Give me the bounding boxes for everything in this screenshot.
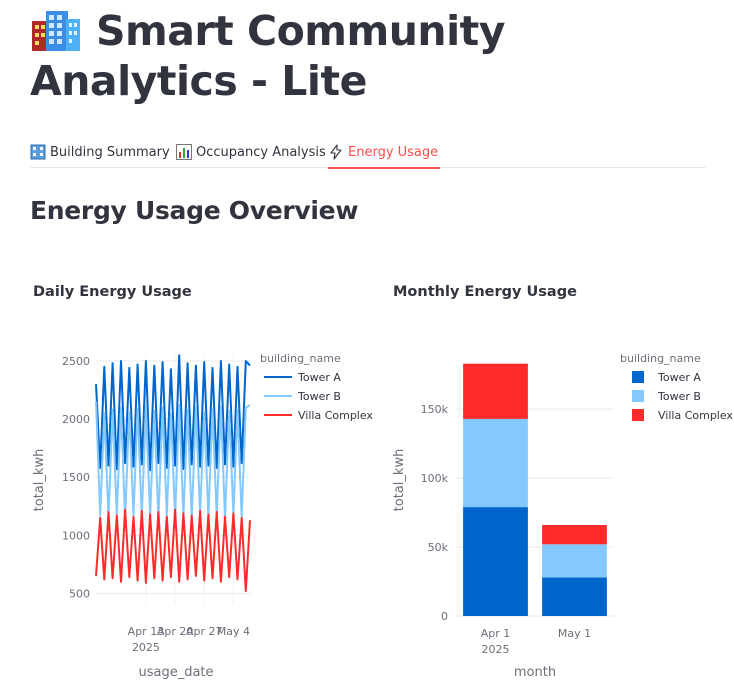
y-tick-label: 500: [69, 587, 90, 600]
bar-segment-tower-b[interactable]: [542, 544, 607, 578]
tab-bar: Building Summary Occupancy Analysis Ener…: [30, 134, 706, 169]
x-tick-label: Apr 27: [186, 625, 223, 638]
daily-energy-chart[interactable]: Daily Energy Usage 500 1000 1500 2000 2500 A…: [30, 272, 380, 682]
y-tick-label: 2500: [62, 355, 90, 368]
y-tick-label: 150k: [421, 403, 449, 416]
x-tick-label: May 1: [558, 627, 591, 640]
bar-chart-icon: [176, 144, 192, 160]
office-building-icon: [32, 11, 80, 51]
legend-swatch-villa-complex[interactable]: [632, 409, 644, 421]
bar-segment-tower-b[interactable]: [463, 418, 528, 508]
legend-label-tower-a[interactable]: Tower A: [657, 371, 701, 384]
tab-building-summary[interactable]: Building Summary: [30, 136, 170, 168]
y-tick-label: 2000: [62, 413, 90, 426]
bar-segment-tower-a[interactable]: [463, 507, 528, 616]
y-tick-label: 50k: [428, 541, 449, 554]
y-tick-label: 0: [441, 610, 448, 623]
y-tick-label: 1000: [62, 529, 90, 542]
tab-label: Energy Usage: [348, 144, 439, 160]
series-line-villa-complex[interactable]: [95, 508, 251, 593]
office-building-icon: [30, 144, 46, 160]
tab-occupancy-analysis[interactable]: Occupancy Analysis: [176, 136, 326, 168]
legend-swatch-tower-a[interactable]: [632, 371, 644, 383]
legend-swatch-tower-b[interactable]: [632, 390, 644, 402]
legend-title: building_name: [620, 352, 701, 365]
series-line-tower-a[interactable]: [95, 354, 251, 472]
page-title-text: Smart Community Analytics - Lite: [30, 7, 505, 105]
y-axis-label: total_kwh: [392, 449, 407, 512]
bar-segment-villa-complex[interactable]: [463, 363, 528, 419]
legend-label-villa-complex[interactable]: Villa Complex: [298, 409, 373, 422]
legend-title: building_name: [260, 352, 341, 365]
x-axis-label: month: [514, 665, 556, 680]
bar-segment-villa-complex[interactable]: [542, 525, 607, 545]
tab-energy-usage[interactable]: Energy Usage: [328, 136, 441, 169]
y-axis-label: total_kwh: [32, 449, 47, 512]
legend-label-tower-b[interactable]: Tower B: [657, 390, 701, 403]
legend-label-tower-b[interactable]: Tower B: [297, 390, 341, 403]
x-axis-label: usage_date: [138, 665, 213, 680]
legend-label-villa-complex[interactable]: Villa Complex: [658, 409, 733, 422]
x-tick-label: Apr 1 2025: [481, 627, 511, 656]
tab-label: Building Summary: [50, 144, 170, 160]
tab-label: Occupancy Analysis: [196, 144, 326, 160]
chart-title: Monthly Energy Usage: [393, 284, 577, 300]
bar-segment-tower-a[interactable]: [542, 577, 607, 616]
chart-title: Daily Energy Usage: [33, 284, 192, 300]
section-heading: Energy Usage Overview: [30, 196, 359, 225]
x-tick-label: Apr 20: [157, 625, 194, 638]
y-tick-label: 100k: [421, 472, 449, 485]
page-title: Smart Community Analytics - Lite: [30, 6, 720, 106]
lightning-icon: [330, 144, 342, 160]
y-tick-label: 1500: [62, 471, 90, 484]
legend-label-tower-a[interactable]: Tower A: [297, 371, 341, 384]
series-line-tower-b[interactable]: [95, 401, 251, 520]
x-tick-label: May 4: [217, 625, 250, 638]
x-tick-label: Apr 13 2025: [128, 625, 165, 654]
